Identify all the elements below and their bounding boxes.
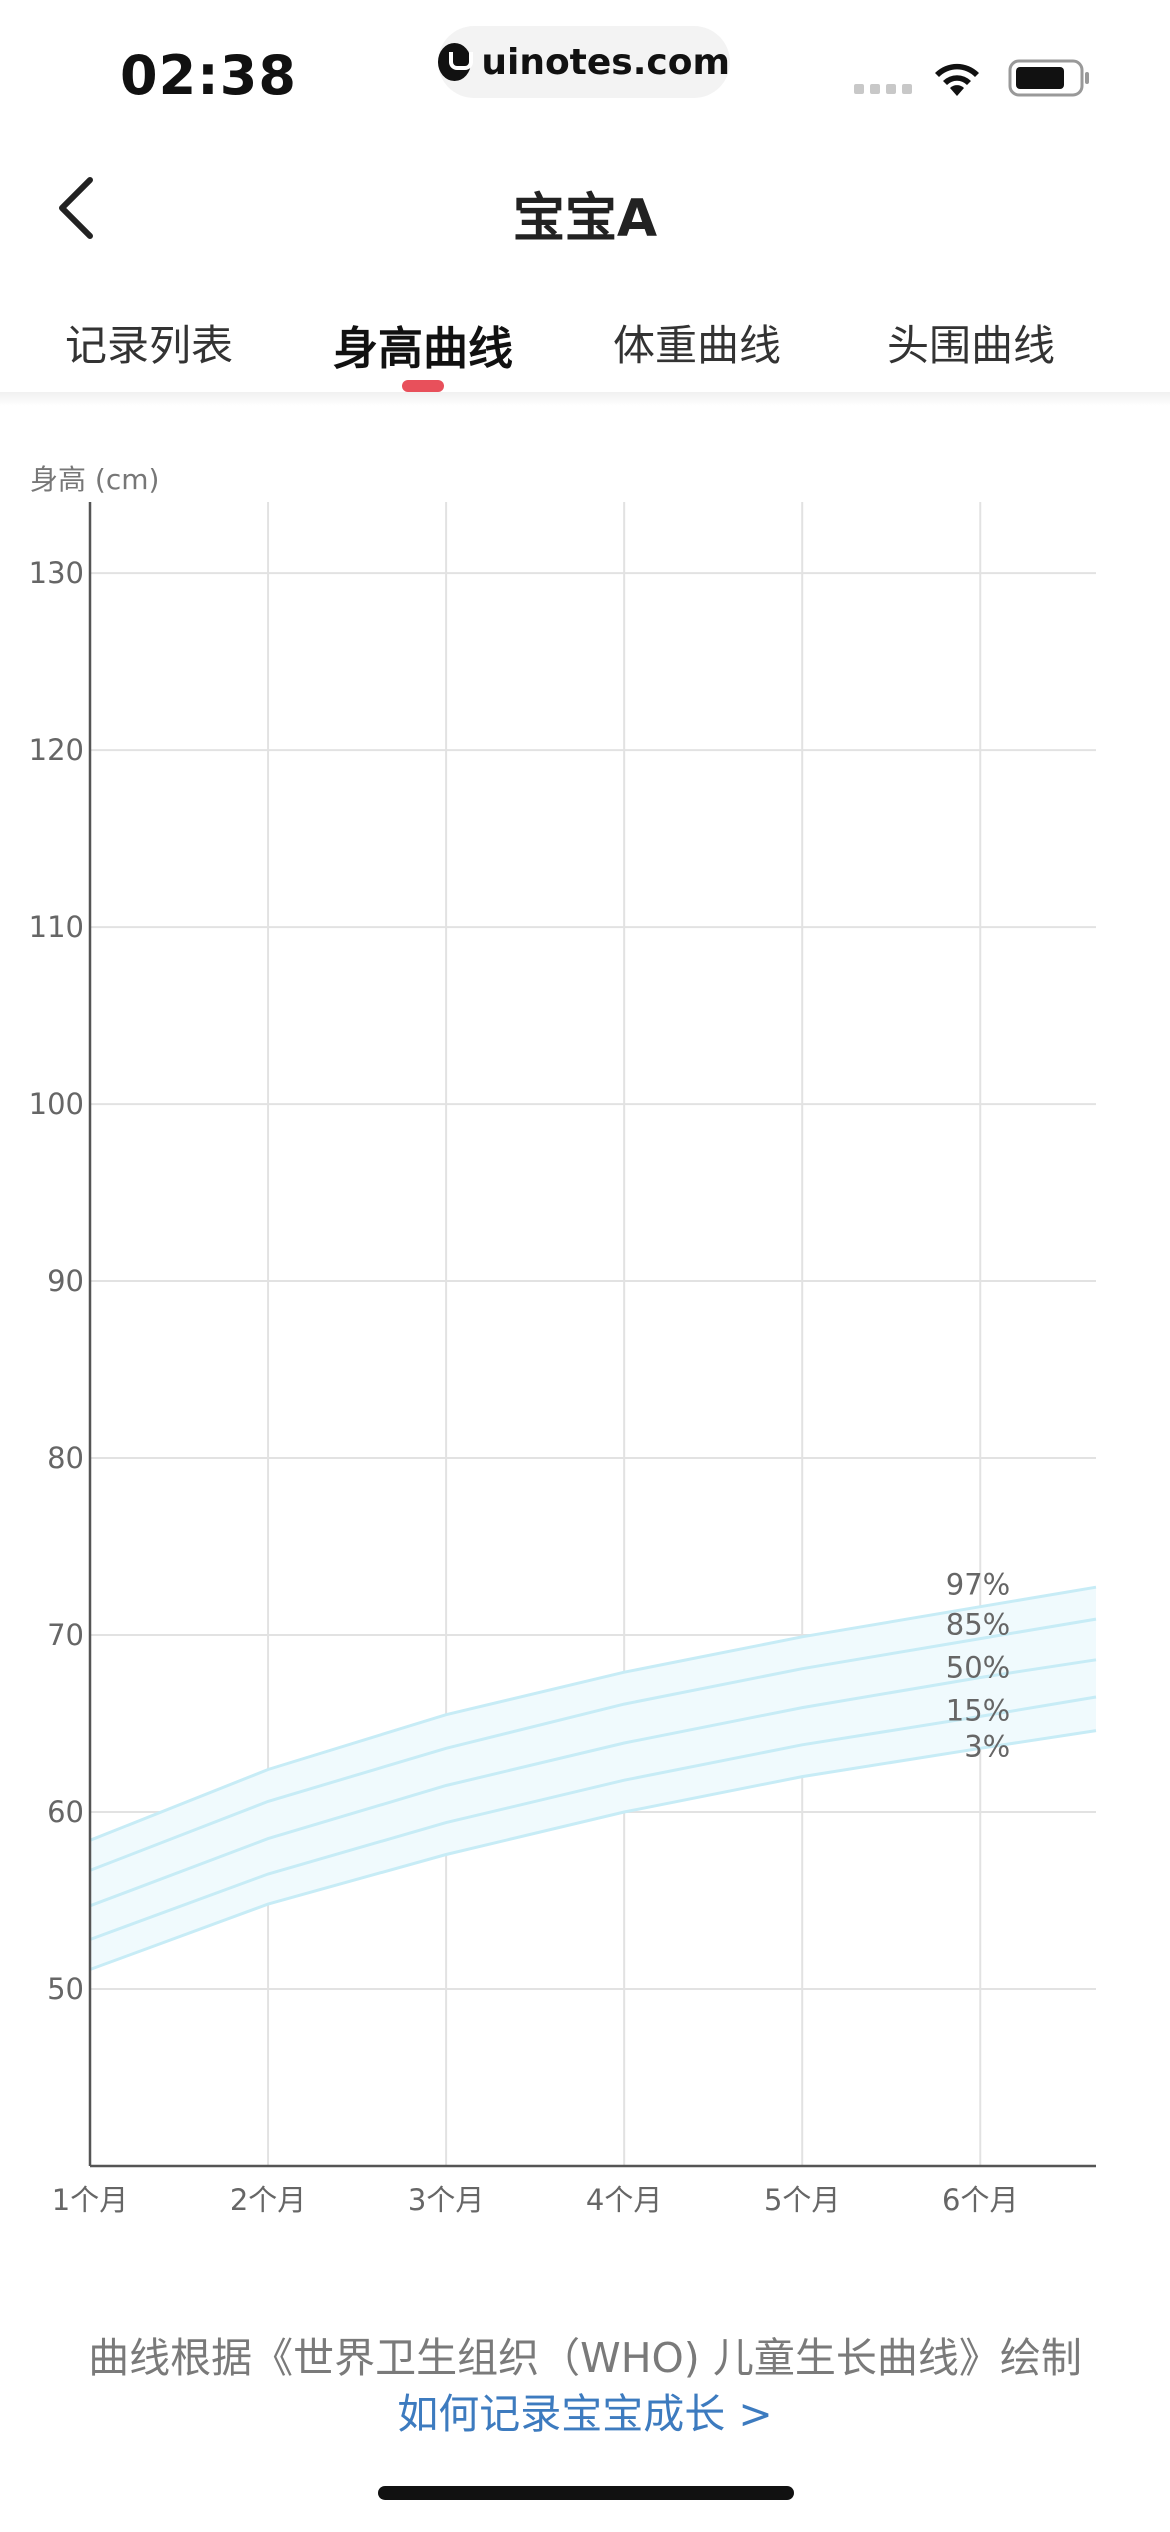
status-time: 02:38 [120,44,297,107]
percentile-label: 15% [946,1693,1010,1727]
x-tick-label: 2个月 [230,2183,306,2217]
how-to-record-link[interactable]: 如何记录宝宝成长 > [397,2390,773,2438]
tab-label: 身高曲线 [332,322,513,375]
tab-bar-shadow [0,392,1170,406]
cellular-signal-icon [854,84,912,94]
percentile-band [90,1587,1096,1970]
percentile-curve [89,1585,1097,1842]
back-arrow-icon[interactable] [48,168,108,248]
tab-height-curve[interactable]: 身高曲线 [286,296,560,394]
tab-label: 头围曲线 [886,321,1055,370]
y-tick-label: 90 [47,1264,84,1298]
percentile-curve [89,1729,1097,1971]
tab-label: 记录列表 [64,321,233,370]
page-title: 宝宝A [512,189,658,249]
x-tick-label: 4个月 [586,2183,662,2217]
tab-bar: 记录列表 身高曲线 体重曲线 头围曲线 [0,296,1170,394]
tab-head-circumference-curve[interactable]: 头围曲线 [834,296,1108,394]
percentile-label: 50% [946,1651,1010,1685]
battery-icon [1008,59,1089,97]
y-tick-label: 110 [29,910,84,944]
percentile-curve [89,1695,1097,1941]
wifi-icon [935,63,979,96]
footer-note: 曲线根据《世界卫生组织（WHO) 儿童生长曲线》绘制 [88,2334,1082,2382]
y-tick-label: 60 [47,1795,84,1829]
x-tick-label: 6个月 [942,2183,1018,2217]
site-logo-icon [438,43,474,81]
percentile-label: 3% [964,1729,1010,1763]
y-tick-label: 120 [29,733,84,767]
y-tick-label: 70 [47,1618,84,1652]
percentile-curve [89,1617,1097,1872]
status-bar: 02:38 uinotes.com [0,0,1170,130]
height-chart: 身高 (cm) 130 120 110 100 90 80 70 60 50 1个月 2个月 3个月 4… [0,440,1170,2240]
home-indicator [378,2486,794,2500]
percentile-curve [89,1658,1097,1908]
chart-svg: 130 120 110 100 90 80 70 60 50 1个月 2个月 3个月 4个月 5个月 6个月… [29,502,1097,2217]
y-tick-label: 100 [29,1087,84,1121]
x-tick-label: 3个月 [408,2183,484,2217]
tab-weight-curve[interactable]: 体重曲线 [560,296,834,394]
active-tab-indicator [402,380,444,392]
y-axis-title: 身高 (cm) [30,463,160,496]
nav-bar: 宝宝A [0,150,1170,270]
x-tick-label: 1个月 [52,2183,128,2217]
y-tick-label: 130 [29,556,84,590]
tab-label: 体重曲线 [612,321,781,370]
y-tick-label: 80 [47,1441,84,1475]
x-tick-label: 5个月 [764,2183,840,2217]
url-pill[interactable]: uinotes.com [438,26,730,98]
url-text: uinotes.com [481,41,730,83]
y-tick-label: 50 [47,1972,84,2006]
percentile-label: 97% [946,1568,1010,1602]
tab-record-list[interactable]: 记录列表 [12,296,286,394]
percentile-label: 85% [946,1608,1010,1642]
